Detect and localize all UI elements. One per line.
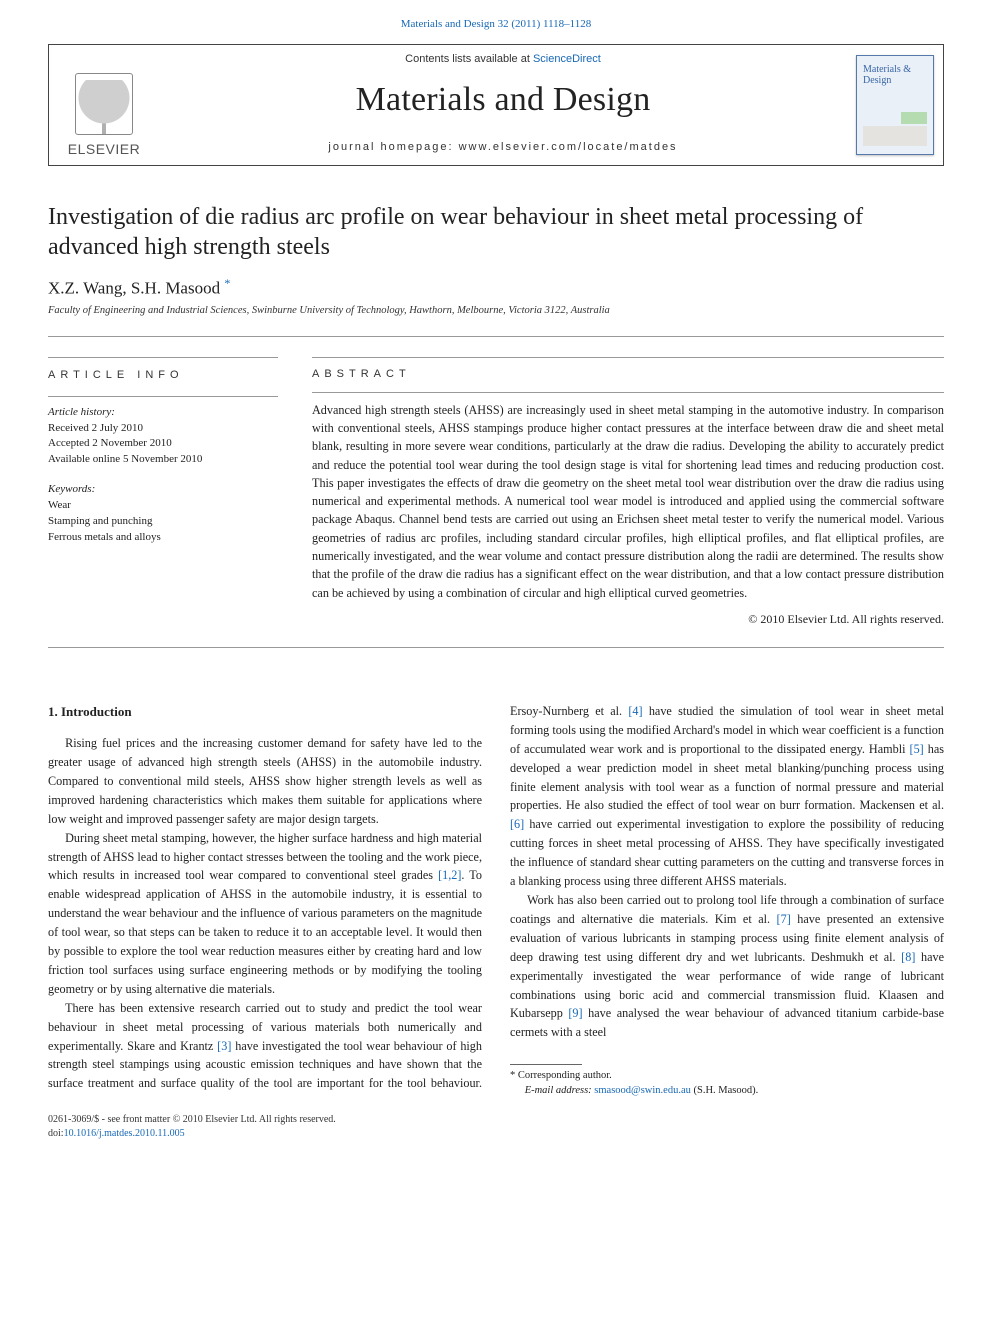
keyword: Stamping and punching — [48, 514, 278, 530]
body-paragraph: Work has also been carried out to prolon… — [510, 891, 944, 1042]
history-received: Received 2 July 2010 — [48, 421, 278, 437]
footnote-block: * Corresponding author. E-mail address: … — [510, 1069, 944, 1098]
journal-masthead: ELSEVIER Contents lists available at Sci… — [48, 44, 944, 166]
citation-link[interactable]: [9] — [568, 1006, 582, 1020]
divider-bottom — [48, 647, 944, 648]
journal-homepage-line: journal homepage: www.elsevier.com/locat… — [169, 141, 837, 153]
journal-name: Materials and Design — [169, 81, 837, 119]
history-label: Article history: — [48, 405, 278, 421]
citation-link[interactable]: [1,2] — [438, 868, 461, 882]
footer-line-1: 0261-3069/$ - see front matter © 2010 El… — [48, 1113, 944, 1127]
footnote-email-link[interactable]: smasood@swin.edu.au — [594, 1085, 691, 1096]
keywords-label: Keywords: — [48, 482, 278, 498]
keyword: Ferrous metals and alloys — [48, 530, 278, 546]
footnote-corr-label: * Corresponding author. — [510, 1070, 612, 1081]
cover-thumb-title: Materials & Design — [863, 64, 927, 86]
abstract-block: ABSTRACT Advanced high strength steels (… — [312, 357, 944, 627]
homepage-url: www.elsevier.com/locate/matdes — [459, 141, 678, 153]
running-header: Materials and Design 32 (2011) 1118–1128 — [48, 18, 944, 30]
footnote-email-suffix: (S.H. Masood). — [694, 1085, 759, 1096]
abstract-heading: ABSTRACT — [312, 368, 944, 380]
affiliation: Faculty of Engineering and Industrial Sc… — [48, 305, 944, 316]
journal-cover-thumbnail: Materials & Design — [856, 55, 934, 155]
running-header-link[interactable]: Materials and Design 32 (2011) 1118–1128 — [401, 18, 592, 30]
history-accepted: Accepted 2 November 2010 — [48, 436, 278, 452]
abstract-text: Advanced high strength steels (AHSS) are… — [312, 401, 944, 602]
journal-cover-cell: Materials & Design — [847, 45, 943, 165]
article-info-heading: ARTICLE INFO — [48, 368, 278, 384]
divider-top — [48, 336, 944, 337]
article-title: Investigation of die radius arc profile … — [48, 202, 944, 262]
contents-available-prefix: Contents lists available at — [405, 53, 533, 65]
body-paragraph: Rising fuel prices and the increasing cu… — [48, 734, 482, 829]
article-info-block: ARTICLE INFO Article history: Received 2… — [48, 357, 278, 627]
contents-available-line: Contents lists available at ScienceDirec… — [169, 53, 837, 65]
homepage-prefix: journal homepage: — [328, 141, 458, 153]
corresponding-author-symbol[interactable]: * — [224, 276, 230, 290]
citation-link[interactable]: [3] — [217, 1039, 231, 1053]
body-text: have carried out experimental investigat… — [510, 817, 944, 888]
publisher-name: ELSEVIER — [68, 141, 140, 157]
keyword: Wear — [48, 498, 278, 514]
citation-link[interactable]: [7] — [777, 912, 791, 926]
article-body: 1. Introduction Rising fuel prices and t… — [48, 702, 944, 1099]
citation-link[interactable]: [4] — [628, 704, 642, 718]
authors-names: X.Z. Wang, S.H. Masood — [48, 279, 220, 298]
sciencedirect-link[interactable]: ScienceDirect — [533, 53, 601, 65]
body-text: . To enable widespread application of AH… — [48, 868, 482, 995]
citation-link[interactable]: [5] — [910, 742, 924, 756]
footnote-separator — [510, 1064, 582, 1065]
footer-doi-label: doi: — [48, 1128, 64, 1139]
footer-doi-link[interactable]: 10.1016/j.matdes.2010.11.005 — [64, 1128, 185, 1139]
abstract-copyright: © 2010 Elsevier Ltd. All rights reserved… — [312, 612, 944, 627]
history-online: Available online 5 November 2010 — [48, 452, 278, 468]
info-abstract-row: ARTICLE INFO Article history: Received 2… — [48, 357, 944, 627]
masthead-center: Contents lists available at ScienceDirec… — [159, 45, 847, 165]
citation-link[interactable]: [8] — [901, 950, 915, 964]
body-paragraph: During sheet metal stamping, however, th… — [48, 829, 482, 999]
publisher-tree-icon — [75, 73, 133, 135]
footnote-email-label: E-mail address: — [525, 1085, 592, 1096]
citation-link[interactable]: [6] — [510, 817, 524, 831]
section-heading-intro: 1. Introduction — [48, 702, 482, 722]
publisher-logo-cell: ELSEVIER — [49, 45, 159, 165]
body-text: During sheet metal stamping, however, th… — [48, 831, 482, 883]
authors-line: X.Z. Wang, S.H. Masood * — [48, 276, 944, 299]
page-footer: 0261-3069/$ - see front matter © 2010 El… — [48, 1113, 944, 1141]
